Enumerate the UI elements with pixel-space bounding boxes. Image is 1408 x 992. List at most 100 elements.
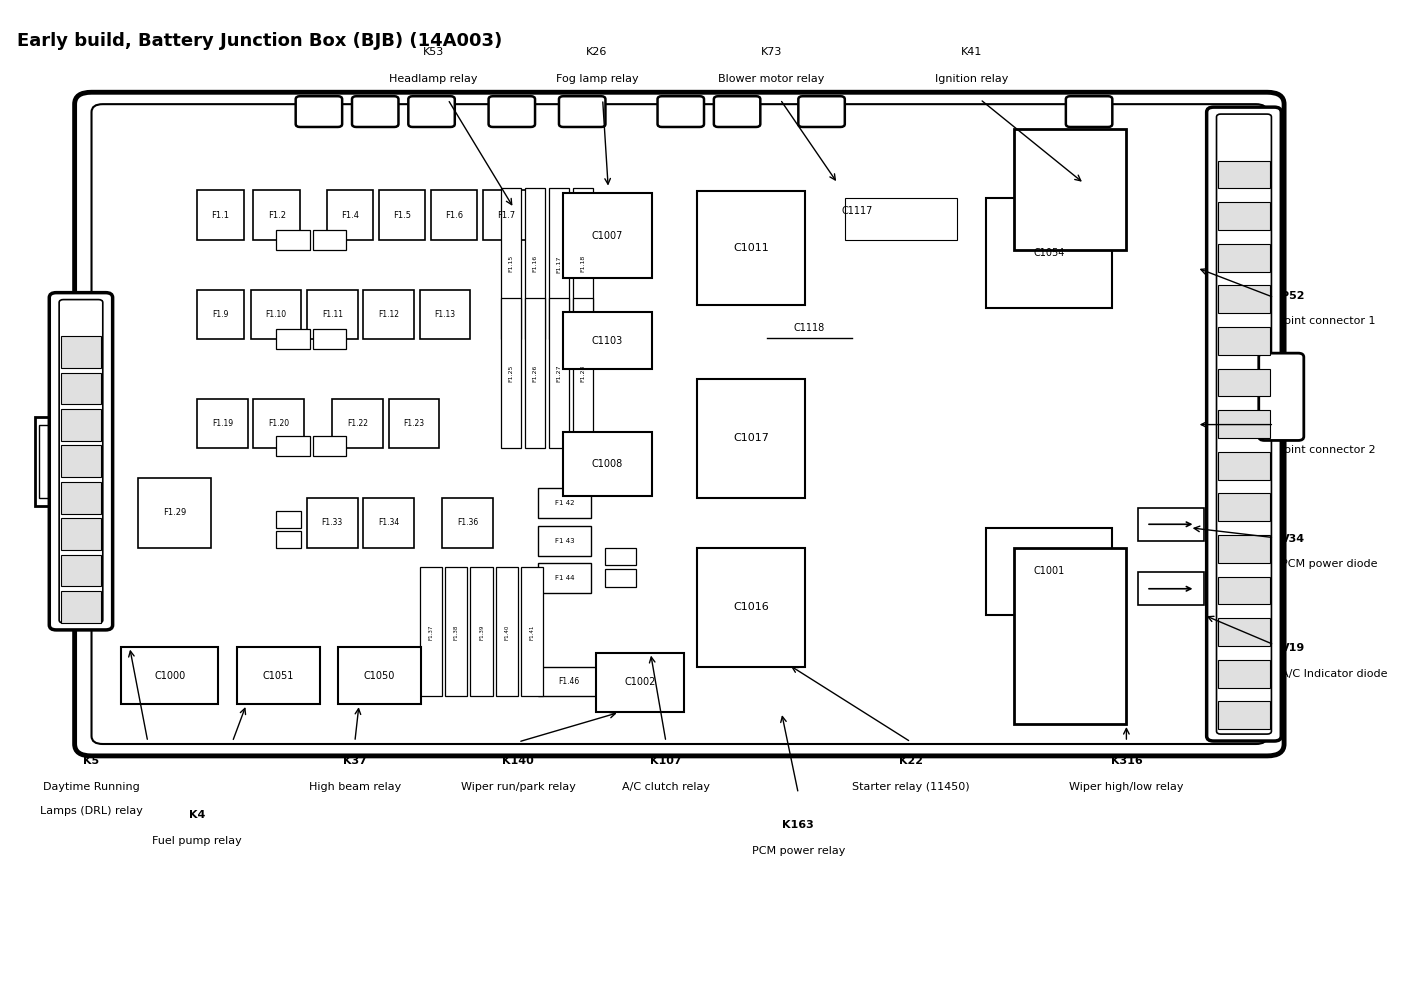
Text: PCM power diode: PCM power diode bbox=[1281, 559, 1378, 569]
Text: K163: K163 bbox=[783, 820, 814, 830]
Text: Ignition relay: Ignition relay bbox=[935, 74, 1008, 84]
Text: F1.9: F1.9 bbox=[213, 310, 228, 319]
Bar bbox=[61, 555, 101, 586]
Text: F1.15: F1.15 bbox=[508, 255, 514, 273]
Text: P52: P52 bbox=[1281, 291, 1305, 301]
Bar bbox=[1218, 286, 1270, 313]
Text: F1.46: F1.46 bbox=[558, 677, 580, 686]
Bar bbox=[313, 230, 346, 250]
Text: C1118: C1118 bbox=[794, 323, 825, 333]
Bar bbox=[276, 329, 310, 349]
Text: F1.36: F1.36 bbox=[456, 518, 479, 528]
Text: V34: V34 bbox=[1281, 534, 1305, 544]
Bar bbox=[61, 591, 101, 623]
Bar bbox=[1218, 493, 1270, 521]
Text: F1.34: F1.34 bbox=[377, 518, 400, 528]
Text: C1051: C1051 bbox=[262, 671, 294, 681]
Bar bbox=[253, 190, 300, 240]
Text: F1.28: F1.28 bbox=[580, 364, 586, 382]
Bar bbox=[61, 336, 101, 368]
Text: C1017: C1017 bbox=[734, 434, 769, 443]
FancyBboxPatch shape bbox=[714, 96, 760, 127]
Text: K26: K26 bbox=[586, 47, 608, 57]
Bar bbox=[1014, 548, 1126, 724]
Bar bbox=[525, 188, 545, 339]
Text: F1.13: F1.13 bbox=[434, 310, 456, 319]
Text: P59: P59 bbox=[1281, 420, 1305, 430]
Bar bbox=[1218, 161, 1270, 188]
Bar bbox=[470, 567, 493, 696]
Text: F1.16: F1.16 bbox=[532, 255, 538, 273]
Text: Blower motor relay: Blower motor relay bbox=[718, 74, 825, 84]
FancyBboxPatch shape bbox=[1259, 353, 1304, 440]
Text: C1002: C1002 bbox=[624, 678, 656, 687]
Bar bbox=[445, 567, 467, 696]
Bar bbox=[307, 290, 358, 339]
Bar bbox=[1218, 327, 1270, 355]
Text: C1103: C1103 bbox=[591, 335, 624, 346]
Bar bbox=[538, 667, 600, 696]
Bar bbox=[379, 190, 425, 240]
Text: C1117: C1117 bbox=[842, 206, 873, 216]
FancyBboxPatch shape bbox=[1217, 114, 1271, 734]
Text: F1.5: F1.5 bbox=[393, 210, 411, 220]
Bar bbox=[1218, 701, 1270, 729]
Text: F1.7: F1.7 bbox=[497, 210, 515, 220]
Text: K37: K37 bbox=[344, 756, 366, 766]
Bar bbox=[61, 482, 101, 514]
Bar bbox=[138, 478, 211, 548]
Text: F1.26: F1.26 bbox=[532, 364, 538, 382]
Text: Headlamp relay: Headlamp relay bbox=[390, 74, 477, 84]
Bar bbox=[276, 531, 301, 548]
Bar bbox=[253, 399, 304, 448]
Bar bbox=[327, 190, 373, 240]
Text: C1008: C1008 bbox=[591, 458, 624, 469]
Text: C1001: C1001 bbox=[1033, 566, 1064, 576]
Bar bbox=[121, 647, 218, 704]
Bar bbox=[697, 379, 805, 498]
Bar bbox=[538, 526, 591, 556]
Bar bbox=[276, 230, 310, 250]
Bar bbox=[420, 290, 470, 339]
Text: F1.25: F1.25 bbox=[508, 364, 514, 382]
Bar bbox=[197, 399, 248, 448]
Bar bbox=[1218, 576, 1270, 604]
Text: F1.2: F1.2 bbox=[268, 210, 286, 220]
Text: F1.33: F1.33 bbox=[321, 518, 344, 528]
Text: F1.37: F1.37 bbox=[428, 624, 434, 640]
Bar bbox=[525, 298, 545, 448]
Text: F1.17: F1.17 bbox=[556, 255, 562, 273]
Text: C1050: C1050 bbox=[363, 671, 396, 681]
Bar bbox=[35, 417, 63, 506]
Bar bbox=[1218, 535, 1270, 562]
Bar bbox=[496, 567, 518, 696]
Text: F1.39: F1.39 bbox=[479, 624, 484, 640]
Text: Joint connector 1: Joint connector 1 bbox=[1281, 316, 1376, 326]
Bar bbox=[986, 528, 1112, 615]
Bar bbox=[197, 290, 244, 339]
Text: F1.11: F1.11 bbox=[322, 310, 342, 319]
Text: Fuel pump relay: Fuel pump relay bbox=[152, 836, 242, 846]
Bar bbox=[389, 399, 439, 448]
Text: K316: K316 bbox=[1111, 756, 1142, 766]
Bar bbox=[276, 436, 310, 456]
Text: Starter relay (11450): Starter relay (11450) bbox=[852, 782, 970, 792]
Bar bbox=[596, 653, 684, 712]
Text: K140: K140 bbox=[503, 756, 534, 766]
Text: F1.12: F1.12 bbox=[379, 310, 398, 319]
Text: F1.22: F1.22 bbox=[348, 419, 367, 429]
Bar bbox=[605, 569, 636, 587]
Bar bbox=[563, 432, 652, 496]
Text: F1.20: F1.20 bbox=[268, 419, 290, 429]
Bar bbox=[61, 373, 101, 405]
FancyBboxPatch shape bbox=[296, 96, 342, 127]
Text: F1.18: F1.18 bbox=[580, 255, 586, 273]
Text: Wiper run/park relay: Wiper run/park relay bbox=[460, 782, 576, 792]
FancyBboxPatch shape bbox=[798, 96, 845, 127]
Bar bbox=[563, 312, 652, 369]
Bar bbox=[39, 425, 61, 498]
Text: F1.40: F1.40 bbox=[504, 624, 510, 640]
Text: F1.29: F1.29 bbox=[163, 508, 186, 518]
Text: F1.19: F1.19 bbox=[211, 419, 234, 429]
Bar bbox=[845, 198, 957, 240]
